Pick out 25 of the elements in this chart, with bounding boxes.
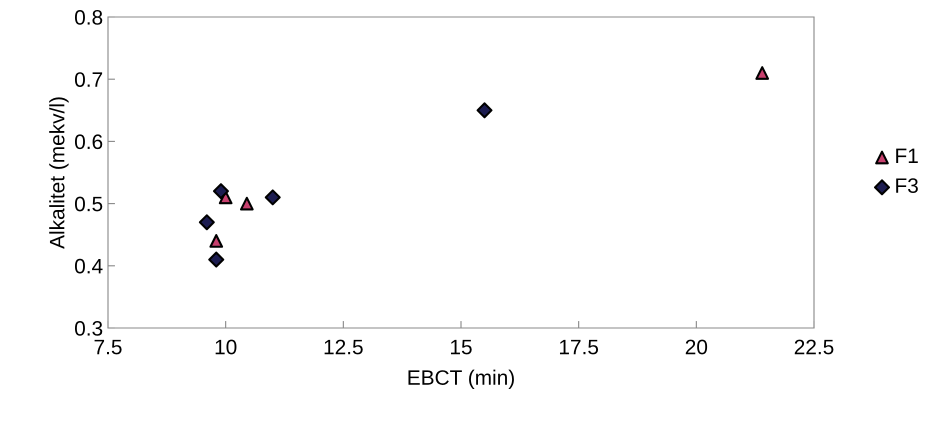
x-axis-title: EBCT (min) xyxy=(408,370,514,390)
legend-label: F3 xyxy=(896,178,918,194)
y-tick-label: 0.3 xyxy=(74,321,102,336)
x-tick-label: 7.5 xyxy=(94,340,122,354)
point xyxy=(264,189,281,206)
x-tick-label: 10 xyxy=(216,340,236,354)
legend-label: F1 xyxy=(896,148,918,163)
y-tick-label: 0.6 xyxy=(74,134,102,150)
point xyxy=(208,252,224,268)
x-tick-label: 12.5 xyxy=(324,340,363,354)
point xyxy=(476,102,493,118)
y-tick-label: 0.8 xyxy=(74,10,102,25)
y-tick-label: 0.7 xyxy=(74,72,102,87)
x-tick-label: 15 xyxy=(451,340,472,354)
x-tick-label: 20 xyxy=(686,340,708,354)
point xyxy=(212,183,229,200)
point xyxy=(209,234,224,248)
y-tick-label: 0.4 xyxy=(74,258,103,274)
y-axis-title: Alkalitet (mekv/l) xyxy=(49,97,69,249)
x-tick-label: 22.5 xyxy=(794,340,834,354)
point xyxy=(198,214,215,230)
point xyxy=(240,196,254,210)
y-tick-label: 0.5 xyxy=(74,196,102,212)
x-tick-label: 17.5 xyxy=(560,340,598,354)
point xyxy=(755,66,770,80)
